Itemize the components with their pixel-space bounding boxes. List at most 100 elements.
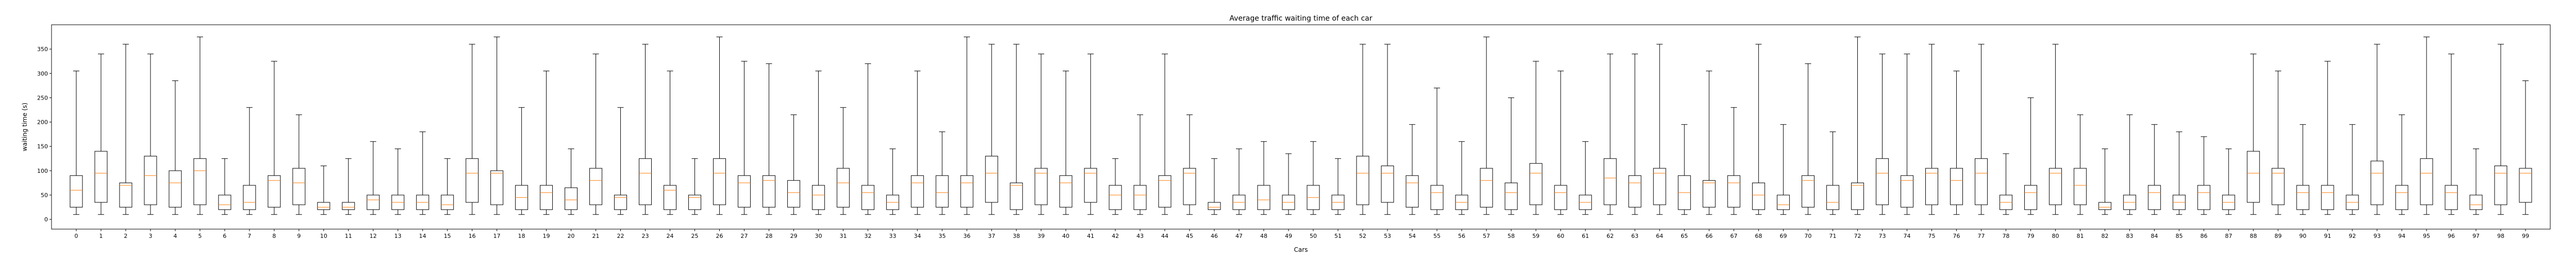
x-tick-label: 76 — [1953, 233, 1960, 239]
x-tick-label: 32 — [865, 233, 872, 239]
box-group — [2494, 44, 2507, 215]
box-group — [2346, 124, 2359, 215]
x-tick-label: 98 — [2497, 233, 2504, 239]
box-group — [2321, 61, 2334, 215]
x-tick-label: 1 — [99, 233, 103, 239]
x-tick-label: 65 — [1681, 233, 1688, 239]
x-tick-label: 3 — [149, 233, 152, 239]
x-tick-label: 44 — [1161, 233, 1168, 239]
iqr-box — [2321, 185, 2334, 210]
x-tick-label: 15 — [444, 233, 451, 239]
x-tick-label: 80 — [2052, 233, 2059, 239]
iqr-box — [440, 195, 454, 210]
box-group — [144, 54, 157, 215]
iqr-box — [1356, 156, 1369, 205]
iqr-box — [1801, 175, 1815, 208]
x-tick-label: 51 — [1334, 233, 1342, 239]
box-group — [738, 61, 751, 215]
iqr-box — [144, 156, 157, 205]
x-axis-label: Cars — [1294, 246, 1308, 253]
box-group — [539, 71, 553, 215]
box-group — [1875, 54, 1889, 215]
x-tick-label: 18 — [518, 233, 525, 239]
box-group — [119, 44, 132, 215]
iqr-box — [119, 182, 132, 208]
iqr-box — [2074, 168, 2087, 205]
plot-frame — [51, 24, 2551, 230]
x-tick-label: 84 — [2151, 233, 2158, 239]
x-tick-label: 39 — [1038, 233, 1045, 239]
box-group — [2519, 80, 2532, 215]
box-group — [1331, 158, 1345, 215]
iqr-box — [638, 158, 652, 205]
x-tick-label: 53 — [1384, 233, 1391, 239]
iqr-box — [1950, 168, 1963, 205]
box-group — [2247, 54, 2260, 215]
box-group — [1208, 158, 1221, 215]
iqr-box — [1183, 168, 1196, 205]
box-group — [1653, 44, 1666, 215]
iqr-box — [2395, 185, 2409, 210]
iqr-box — [812, 185, 825, 210]
iqr-box — [1504, 182, 1518, 210]
box-group — [515, 107, 528, 215]
box-group — [762, 63, 776, 215]
y-tick-label: 300 — [37, 70, 48, 77]
box-group — [218, 158, 231, 215]
box-group — [490, 37, 503, 215]
iqr-box — [317, 202, 330, 210]
iqr-box — [94, 151, 108, 203]
box-group — [366, 141, 380, 215]
box-group — [614, 107, 627, 215]
box-group — [2395, 114, 2409, 215]
x-tick-label: 85 — [2176, 233, 2183, 239]
x-tick-label: 40 — [1062, 233, 1070, 239]
iqr-box — [1257, 185, 1270, 210]
box-group — [1851, 37, 1864, 215]
iqr-box — [1133, 185, 1147, 210]
x-tick-label: 66 — [1705, 233, 1713, 239]
x-tick-label: 52 — [1359, 233, 1366, 239]
y-axis-label: waiting time (s) — [21, 103, 28, 151]
box-group — [1307, 141, 1320, 215]
iqr-box — [2420, 158, 2433, 205]
y-axis: 0 50 100 150 200 250 300 350 — [37, 46, 52, 223]
box-group — [1529, 61, 1543, 215]
box-group — [2173, 131, 2186, 215]
box-group — [1430, 88, 1444, 215]
x-tick-label: 68 — [1755, 233, 1762, 239]
iqr-box — [1727, 175, 1740, 208]
iqr-box — [243, 185, 256, 210]
box-group — [2074, 114, 2087, 215]
x-axis: 0 1 2 3 4 5 6 7 8 9 10 11 12 13 14 15 16 17 18 19 20 21 22 23 24… — [75, 229, 2529, 239]
iqr-box — [1430, 185, 1444, 210]
y-tick-label: 250 — [37, 94, 48, 101]
box-group — [985, 44, 998, 215]
box-group — [1084, 54, 1097, 215]
iqr-box — [861, 185, 875, 210]
x-tick-label: 31 — [840, 233, 847, 239]
x-tick-label: 82 — [2102, 233, 2109, 239]
x-tick-label: 91 — [2324, 233, 2331, 239]
box-group — [1628, 54, 1641, 215]
box-group — [1381, 44, 1394, 215]
x-tick-label: 86 — [2200, 233, 2208, 239]
x-tick-label: 8 — [273, 233, 276, 239]
box-group — [2098, 148, 2112, 215]
box-group — [2469, 148, 2483, 215]
x-tick-label: 21 — [592, 233, 599, 239]
box-group — [2370, 44, 2384, 215]
x-tick-label: 62 — [1606, 233, 1614, 239]
x-tick-label: 14 — [419, 233, 426, 239]
iqr-box — [960, 175, 974, 208]
x-tick-label: 48 — [1260, 233, 1267, 239]
x-tick-label: 70 — [1804, 233, 1811, 239]
x-tick-label: 9 — [297, 233, 301, 239]
iqr-box — [1405, 175, 1419, 208]
iqr-box — [1010, 182, 1023, 210]
x-tick-label: 10 — [320, 233, 327, 239]
iqr-box — [2519, 168, 2532, 203]
y-tick-label: 200 — [37, 119, 48, 126]
iqr-box — [1381, 165, 1394, 203]
x-tick-label: 63 — [1631, 233, 1638, 239]
